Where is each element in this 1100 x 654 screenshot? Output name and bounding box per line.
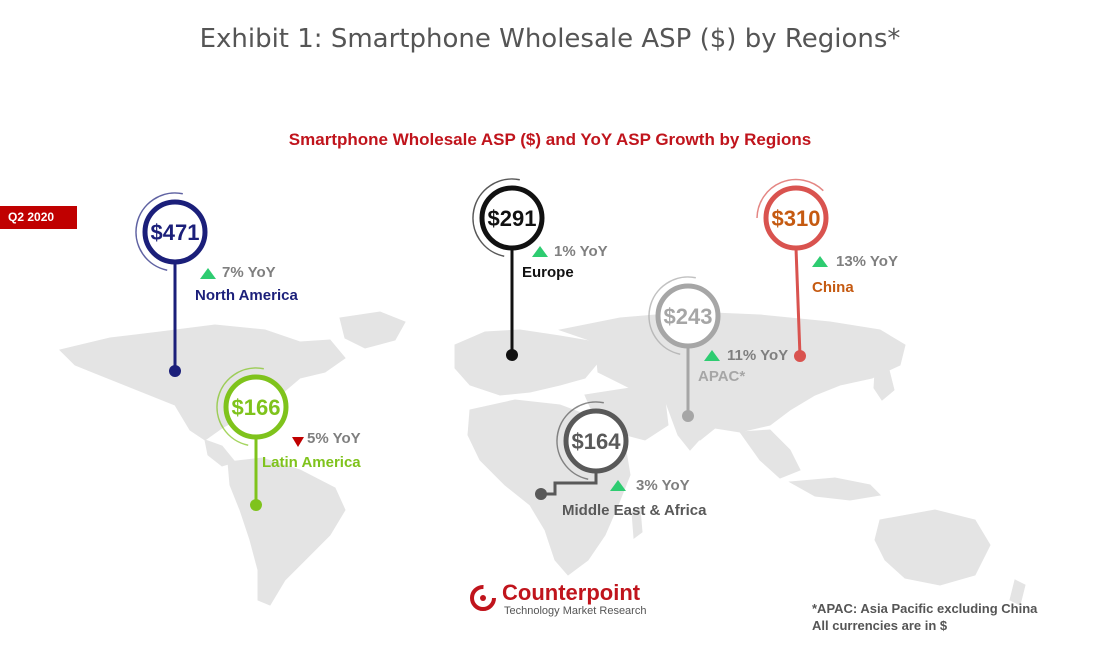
map-madagascar (631, 507, 643, 539)
asp-label-north-america: $471 (151, 220, 200, 245)
yoy-label-apac: 11% YoY (727, 347, 788, 364)
map-north-america (59, 324, 346, 441)
yoy-arrow-europe (532, 246, 548, 257)
footnote: *APAC: Asia Pacific excluding China All … (812, 600, 1037, 634)
asp-label-china: $310 (772, 206, 821, 231)
asp-label-europe: $291 (488, 206, 537, 231)
chart-subtitle: Smartphone Wholesale ASP ($) and YoY ASP… (288, 130, 812, 149)
marker-dot-china (794, 350, 806, 362)
ring-middle-east-africa (563, 408, 629, 474)
ring-north-america (142, 199, 208, 265)
marker-dot-north-america (169, 365, 181, 377)
ring-arc-north-america (135, 192, 183, 271)
yoy-label-europe: 1% YoY (554, 243, 608, 260)
yoy-arrow-apac (704, 350, 720, 361)
map-india (664, 399, 709, 451)
period-badge: Q2 2020 (0, 206, 77, 229)
yoy-arrow-middle-east-africa (610, 480, 626, 491)
stem-china (794, 247, 802, 357)
ring-europe (479, 185, 545, 251)
map-southeast-asia (739, 429, 801, 479)
ring-arc-middle-east-africa (556, 401, 604, 480)
yoy-arrow-latin-america (292, 437, 304, 447)
region-name-latin-america: Latin America (262, 454, 361, 471)
ring-apac (655, 283, 721, 349)
yoy-arrow-china (812, 256, 828, 267)
asp-label-latin-america: $166 (232, 395, 281, 420)
region-name-europe: Europe (522, 264, 574, 281)
logo-name: Counterpoint (502, 580, 641, 605)
page-title: Exhibit 1: Smartphone Wholesale ASP ($) … (199, 24, 901, 54)
stem-middle-east-africa (541, 471, 598, 496)
map-australia (874, 509, 991, 586)
region-name-china: China (812, 279, 854, 296)
region-markers: $471 7% YoY North America $291 1% YoY Europe $… (135, 178, 898, 519)
region-name-north-america: North America (195, 287, 298, 304)
ring-arc-apac (648, 276, 696, 355)
map-europe (454, 329, 601, 396)
asp-label-middle-east-africa: $164 (572, 429, 622, 454)
yoy-label-north-america: 7% YoY (222, 264, 276, 281)
ring-latin-america (223, 374, 289, 440)
map-new-zealand (1009, 579, 1026, 606)
yoy-label-middle-east-africa: 3% YoY (636, 477, 690, 494)
counterpoint-logo-icon (470, 585, 496, 611)
map-south-america (227, 457, 346, 606)
marker-dot-europe (506, 349, 518, 361)
logo-tagline: Technology Market Research (504, 605, 647, 617)
footnote-currency: All currencies are in $ (812, 618, 948, 633)
yoy-arrow-north-america (200, 268, 216, 279)
map-greenland (339, 311, 406, 349)
yoy-label-china: 13% YoY (836, 253, 898, 270)
marker-dot-middle-east-africa (535, 488, 547, 500)
world-map (59, 311, 1026, 606)
map-uk (461, 345, 477, 365)
ring-china (763, 185, 829, 251)
marker-dot-latin-america (250, 499, 262, 511)
ring-arc-latin-america (216, 367, 264, 446)
ring-arc-europe (472, 178, 520, 257)
map-indonesia (788, 477, 882, 501)
map-asia (558, 311, 906, 441)
region-name-apac: APAC* (698, 368, 745, 385)
region-name-middle-east-africa: Middle East & Africa (562, 502, 707, 519)
asp-label-apac: $243 (664, 304, 713, 329)
footnote-apac: *APAC: Asia Pacific excluding China (812, 601, 1038, 616)
map-japan (873, 365, 895, 401)
marker-dot-apac (682, 410, 694, 422)
yoy-label-latin-america: 5% YoY (307, 430, 361, 447)
ring-arc-china (756, 178, 824, 219)
